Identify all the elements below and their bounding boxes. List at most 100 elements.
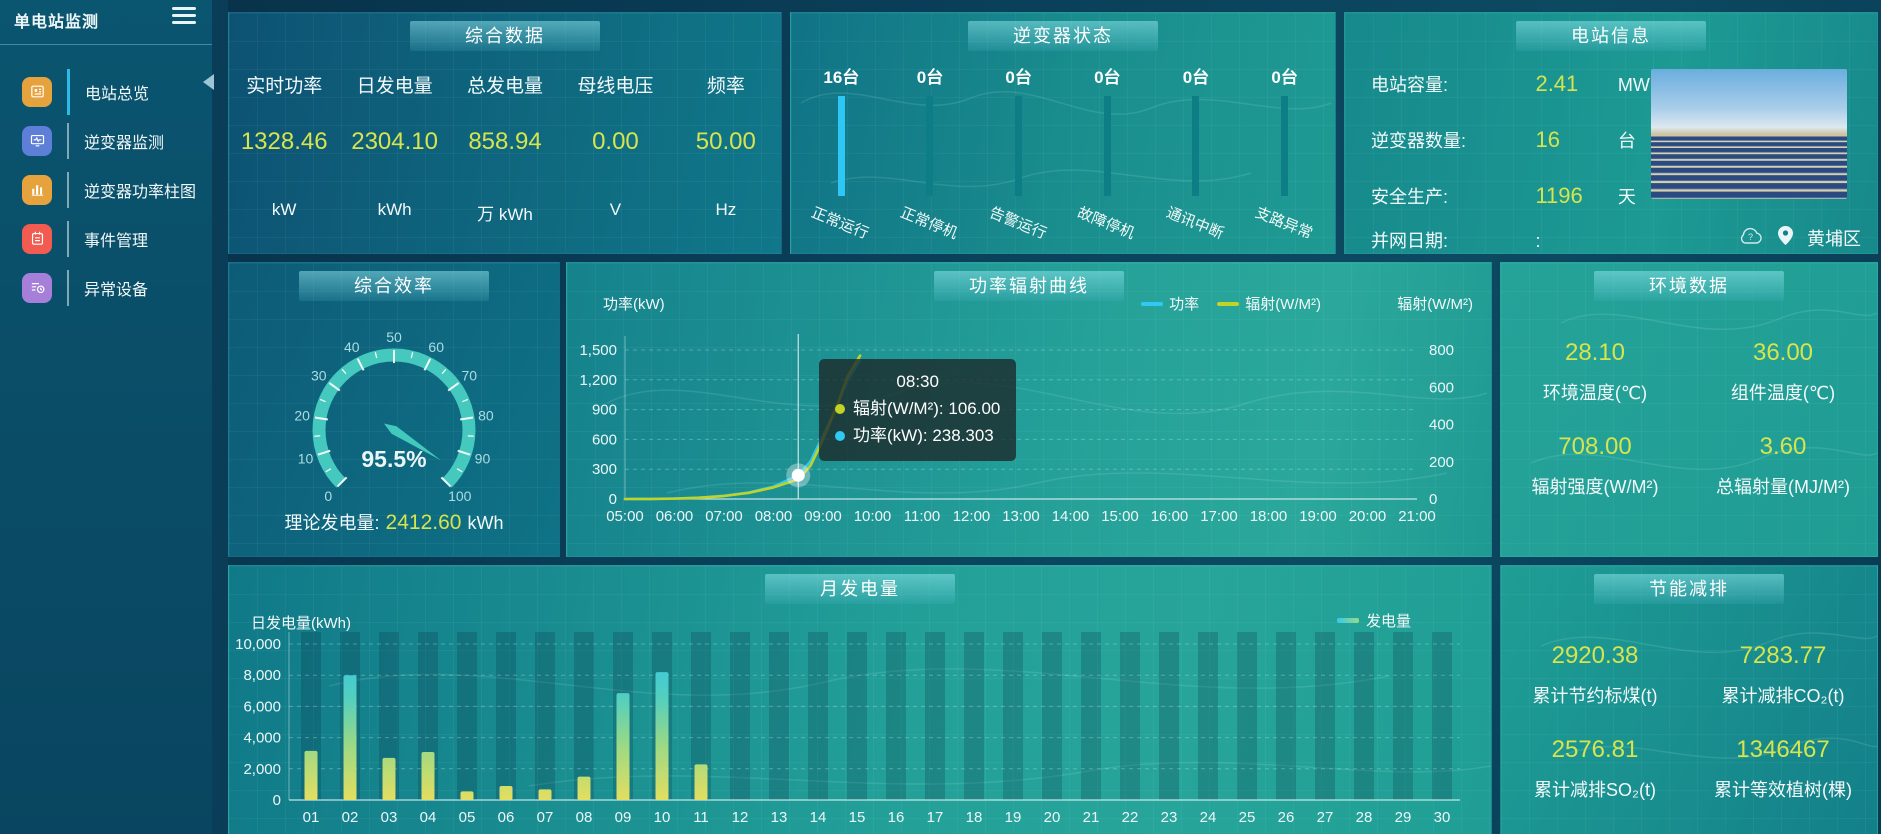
svg-text:22: 22: [1122, 809, 1139, 826]
panel-title: 逆变器状态: [968, 21, 1158, 51]
svg-text:08:00: 08:00: [755, 508, 793, 525]
svg-text:0: 0: [324, 488, 332, 504]
svg-text:07:00: 07:00: [705, 508, 743, 525]
inverter-status-fault-stop: 0台 故障停机: [1075, 68, 1138, 243]
inverter-status-bars: 16台 正常运行 0台 正常停机 0台 告警运行 0台 故障停机 0台: [797, 63, 1329, 243]
legend-radiation[interactable]: 辐射(W/M²): [1217, 293, 1321, 314]
savings-stats: 2920.38 累计节约标煤(t) 7283.77 累计减排CO₂(t) 257…: [1501, 622, 1877, 802]
power-radiation-line-chart[interactable]: 0 300 600 900 1,200 1,500 0 200 400 600 800 05:00 06…: [567, 263, 1491, 556]
svg-text:10,000: 10,000: [235, 636, 281, 653]
svg-text:12: 12: [732, 809, 749, 826]
panel-title: 综合数据: [410, 21, 600, 51]
panel-monthly-generation: 月发电量 日发电量(kWh) 发电量 0 2,000 4,000 6,000 8,000…: [228, 565, 1492, 834]
efficiency-gauge-chart[interactable]: 0 10 20 30 40 50 60 70 80 90 100 95.5%: [229, 263, 559, 556]
theoretical-generation: 理论发电量: 2412.60 kWh: [284, 511, 504, 534]
svg-text:24: 24: [1200, 809, 1217, 826]
svg-text:28: 28: [1356, 809, 1373, 826]
svg-text:10:00: 10:00: [854, 508, 892, 525]
svg-text:21: 21: [1083, 809, 1100, 826]
menu-item-indicator: [67, 68, 70, 115]
panel-title: 综合效率: [299, 271, 489, 301]
panel-environment-data: 环境数据 28.10 环境温度(℃) 36.00 组件温度(℃) 708.00 …: [1500, 262, 1878, 557]
status-bar: [1192, 96, 1200, 196]
status-bar: [1103, 96, 1111, 196]
svg-text:2,000: 2,000: [243, 761, 281, 778]
weather-cloud-icon[interactable]: ?: [1738, 227, 1764, 250]
inverter-status-normal-run: 16台 正常运行: [809, 68, 872, 243]
sidebar: 单电站监测 电站总览 逆变器监测: [0, 0, 212, 834]
svg-text:17:00: 17:00: [1200, 508, 1238, 525]
sidebar-item-event-management[interactable]: 事件管理: [0, 214, 212, 263]
env-module-temperature: 36.00 组件温度(℃): [1730, 339, 1836, 403]
sidebar-item-abnormal-device[interactable]: 异常设备: [0, 263, 212, 312]
bar-chart-legend[interactable]: 发电量: [1336, 610, 1411, 631]
svg-text:200: 200: [1429, 454, 1454, 471]
svg-text:15:00: 15:00: [1101, 508, 1139, 525]
panel-title: 月发电量: [765, 574, 955, 604]
svg-text:05: 05: [459, 809, 476, 826]
svg-text:80: 80: [478, 407, 494, 423]
sidebar-item-label: 异常设备: [84, 281, 149, 299]
env-total-radiation: 3.60 总辐射量(MJ/M²): [1716, 433, 1850, 497]
status-bar: [1015, 96, 1023, 196]
svg-text:100: 100: [448, 488, 472, 504]
svg-text:0: 0: [1429, 491, 1437, 508]
location-pin-icon[interactable]: [1778, 226, 1793, 250]
safe-production-row: 安全生产: 1196 天: [1371, 183, 1636, 208]
saving-trees: 1346467 累计等效植树(棵): [1714, 736, 1852, 800]
menu-toggle-icon[interactable]: [172, 7, 196, 24]
svg-text:08: 08: [576, 809, 593, 826]
panel-power-radiation-curve: 功率辐射曲线 功率(kW) 辐射(W/M²) 功率 辐射(W/M²) 0 300 6…: [566, 262, 1492, 557]
bar-chart-ylabel: 日发电量(kWh): [251, 615, 351, 632]
menu-item-indicator: [67, 122, 69, 159]
panel-overall-efficiency: 综合效率 0 10 20 30 40 50 60 70 80 90 100 95.5% 理论发电量: 2…: [228, 262, 560, 557]
svg-text:95.5%: 95.5%: [361, 446, 426, 472]
inverter-monitor-icon: [22, 125, 52, 156]
saving-so2: 2576.81 累计减排SO₂(t): [1534, 736, 1656, 800]
menu-item-indicator: [67, 220, 69, 257]
svg-text:4,000: 4,000: [243, 730, 281, 747]
metric-total-generation: 总发电量 858.94 万 kWh: [467, 76, 544, 224]
sidebar-item-label: 逆变器功率柱图: [84, 183, 197, 201]
sidebar-item-station-overview[interactable]: 电站总览: [0, 67, 212, 116]
monthly-generation-bar-chart[interactable]: 0 2,000 4,000 6,000 8,000 10,000 01 02 03 04 05 06 0…: [229, 566, 1491, 834]
svg-text:09: 09: [615, 809, 632, 826]
svg-text:01: 01: [303, 809, 320, 826]
svg-text:50: 50: [386, 329, 402, 345]
svg-text:29: 29: [1395, 809, 1412, 826]
grid-connection-date-row: 并网日期: :: [1371, 231, 1541, 251]
svg-text:30: 30: [311, 367, 327, 383]
svg-text:23: 23: [1161, 809, 1178, 826]
svg-text:06: 06: [498, 809, 515, 826]
sidebar-divider: [0, 44, 212, 45]
svg-text:60: 60: [428, 339, 444, 355]
metric-daily-generation: 日发电量 2304.10 kWh: [351, 76, 438, 219]
sidebar-item-label: 电站总览: [85, 85, 150, 103]
saving-co2: 7283.77 累计减排CO₂(t): [1721, 642, 1845, 706]
sidebar-item-inverter-monitor[interactable]: 逆变器监测: [0, 116, 212, 165]
svg-text:10: 10: [654, 809, 671, 826]
sidebar-collapse-arrow[interactable]: [203, 74, 214, 90]
environment-stats: 28.10 环境温度(℃) 36.00 组件温度(℃) 708.00 辐射强度(…: [1501, 319, 1877, 499]
env-radiation-intensity: 708.00 辐射强度(W/M²): [1531, 433, 1659, 497]
svg-text:05:00: 05:00: [606, 508, 644, 525]
svg-text:16:00: 16:00: [1151, 508, 1189, 525]
svg-text:04: 04: [420, 809, 437, 826]
sidebar-item-inverter-power-bars[interactable]: 逆变器功率柱图: [0, 165, 212, 214]
svg-text:14: 14: [810, 809, 827, 826]
panel-title: 电站信息: [1516, 21, 1706, 51]
legend-power[interactable]: 功率: [1141, 293, 1199, 314]
svg-text:0: 0: [273, 792, 281, 809]
svg-text:600: 600: [1429, 379, 1454, 396]
metric-bus-voltage: 母线电压 0.00 V: [577, 76, 654, 219]
power-legend-swatch: [1141, 301, 1164, 306]
inverter-count-row: 逆变器数量: 16 台: [1371, 127, 1636, 152]
svg-text:07: 07: [537, 809, 554, 826]
sidebar-item-label: 逆变器监测: [84, 134, 165, 152]
panel-title: 环境数据: [1594, 271, 1784, 301]
svg-text:30: 30: [1434, 809, 1451, 826]
svg-text:0: 0: [609, 491, 617, 508]
inverter-status-branch-abnormal: 0台 支路异常: [1252, 68, 1315, 243]
chart-tooltip: 08:30 辐射(W/M²): 106.00 功率(kW): 238.303: [819, 359, 1017, 461]
